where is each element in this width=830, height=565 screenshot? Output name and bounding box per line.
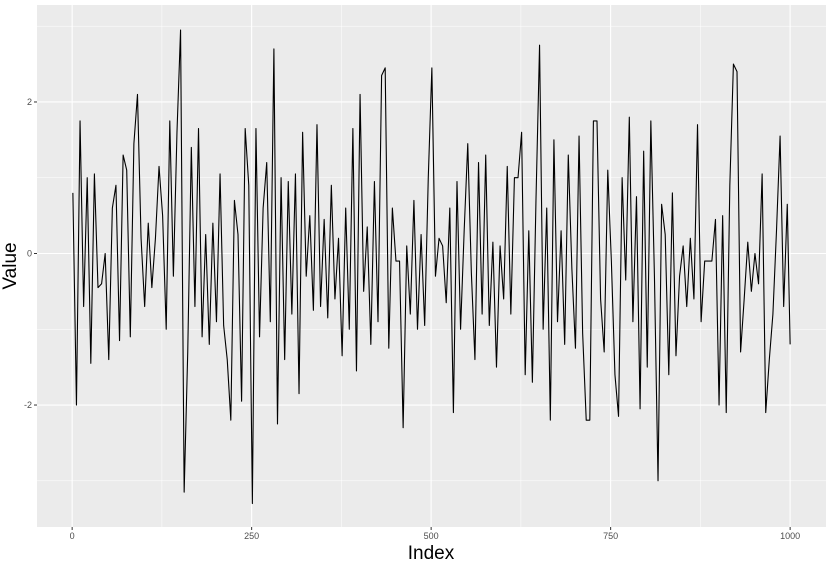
y-axis-title: Value [0,242,21,289]
x-axis-title: Index [408,543,455,564]
x-tick-label: 250 [244,531,259,541]
y-tick-label: 0 [27,248,32,258]
x-tick-label: 1000 [780,531,800,541]
x-tick-label: 750 [603,531,618,541]
y-tick-label: -2 [24,400,32,410]
x-tick-label: 0 [70,531,75,541]
x-tick-label: 500 [424,531,439,541]
y-tick-label: 2 [27,97,32,107]
line [72,29,791,505]
